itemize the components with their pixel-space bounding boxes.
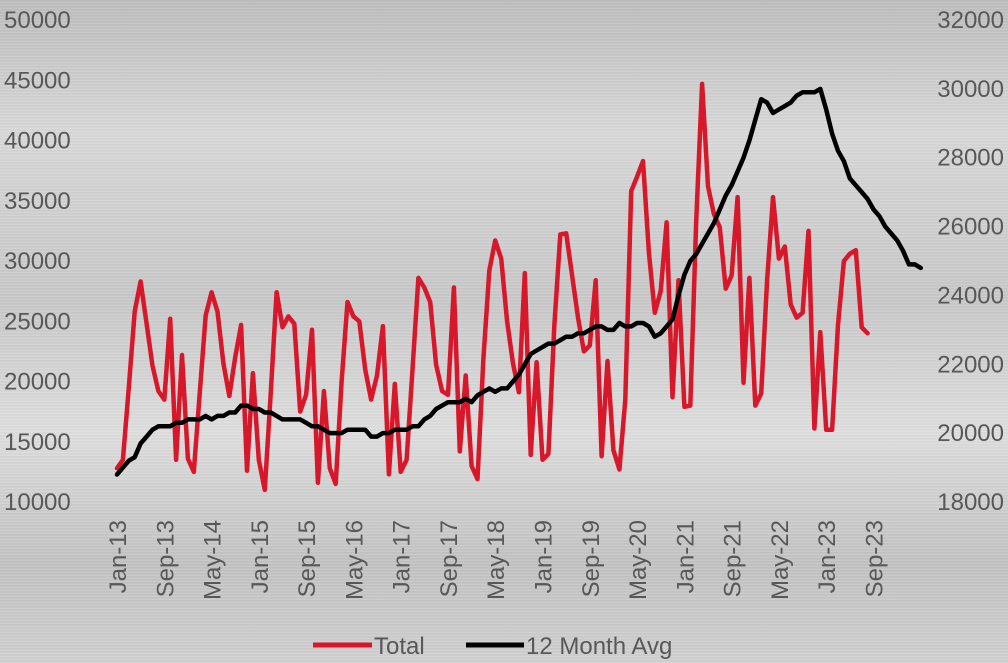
x-tick-label: May-20 bbox=[625, 520, 652, 600]
x-tick-label: Jan-23 bbox=[814, 520, 841, 593]
x-tick-label: Jan-15 bbox=[247, 520, 274, 593]
x-tick-label: Sep-17 bbox=[436, 520, 463, 597]
x-tick-label: Sep-13 bbox=[152, 520, 179, 597]
series-line-1 bbox=[114, 86, 924, 477]
left-y-axis: 50000 45000 40000 35000 30000 25000 20000 15000… bbox=[4, 7, 71, 516]
legend-label-1: 12 Month Avg bbox=[526, 633, 672, 660]
x-tick-label: Jan-13 bbox=[105, 520, 132, 593]
left-y-tick-label: 25000 bbox=[4, 308, 71, 335]
right-y-tick-label: 22000 bbox=[937, 351, 1004, 378]
right-y-tick-label: 24000 bbox=[937, 282, 1004, 309]
right-y-tick-label: 18000 bbox=[937, 489, 1004, 516]
x-tick-label: Jan-19 bbox=[531, 520, 558, 593]
right-y-tick-label: 28000 bbox=[937, 145, 1004, 172]
series-line-0 bbox=[114, 81, 870, 493]
left-y-tick-label: 35000 bbox=[4, 188, 71, 215]
x-tick-label: May-14 bbox=[200, 520, 227, 600]
legend-label-0: Total bbox=[374, 633, 425, 660]
right-y-tick-label: 30000 bbox=[937, 76, 1004, 103]
legend: Total 12 Month Avg bbox=[313, 633, 672, 660]
x-tick-label: Jan-17 bbox=[389, 520, 416, 593]
x-tick-label: Sep-23 bbox=[861, 520, 888, 597]
right-y-tick-label: 32000 bbox=[937, 7, 1004, 34]
x-tick-label: Sep-15 bbox=[294, 520, 321, 597]
x-tick-label: Jan-21 bbox=[672, 520, 699, 593]
x-tick-label: Sep-21 bbox=[720, 520, 747, 597]
x-tick-label: May-18 bbox=[483, 520, 510, 600]
right-y-tick-label: 26000 bbox=[937, 214, 1004, 241]
left-y-tick-label: 15000 bbox=[4, 429, 71, 456]
x-tick-label: Sep-19 bbox=[578, 520, 605, 597]
x-tick-label: May-16 bbox=[341, 520, 368, 600]
x-axis: Jan-13 Sep-13 May-14 Jan-15 Sep-15 May-16 Jan-… bbox=[105, 520, 888, 600]
right-y-axis: 32000 30000 28000 26000 24000 22000 20000 18000 bbox=[937, 7, 1004, 516]
left-y-tick-label: 50000 bbox=[4, 7, 71, 34]
plot-area bbox=[114, 81, 924, 493]
left-y-tick-label: 20000 bbox=[4, 369, 71, 396]
left-y-tick-label: 45000 bbox=[4, 67, 71, 94]
left-y-tick-label: 10000 bbox=[4, 489, 71, 516]
right-y-tick-label: 20000 bbox=[937, 420, 1004, 447]
left-y-tick-label: 40000 bbox=[4, 128, 71, 155]
left-y-tick-label: 30000 bbox=[4, 248, 71, 275]
x-tick-label: May-22 bbox=[767, 520, 794, 600]
